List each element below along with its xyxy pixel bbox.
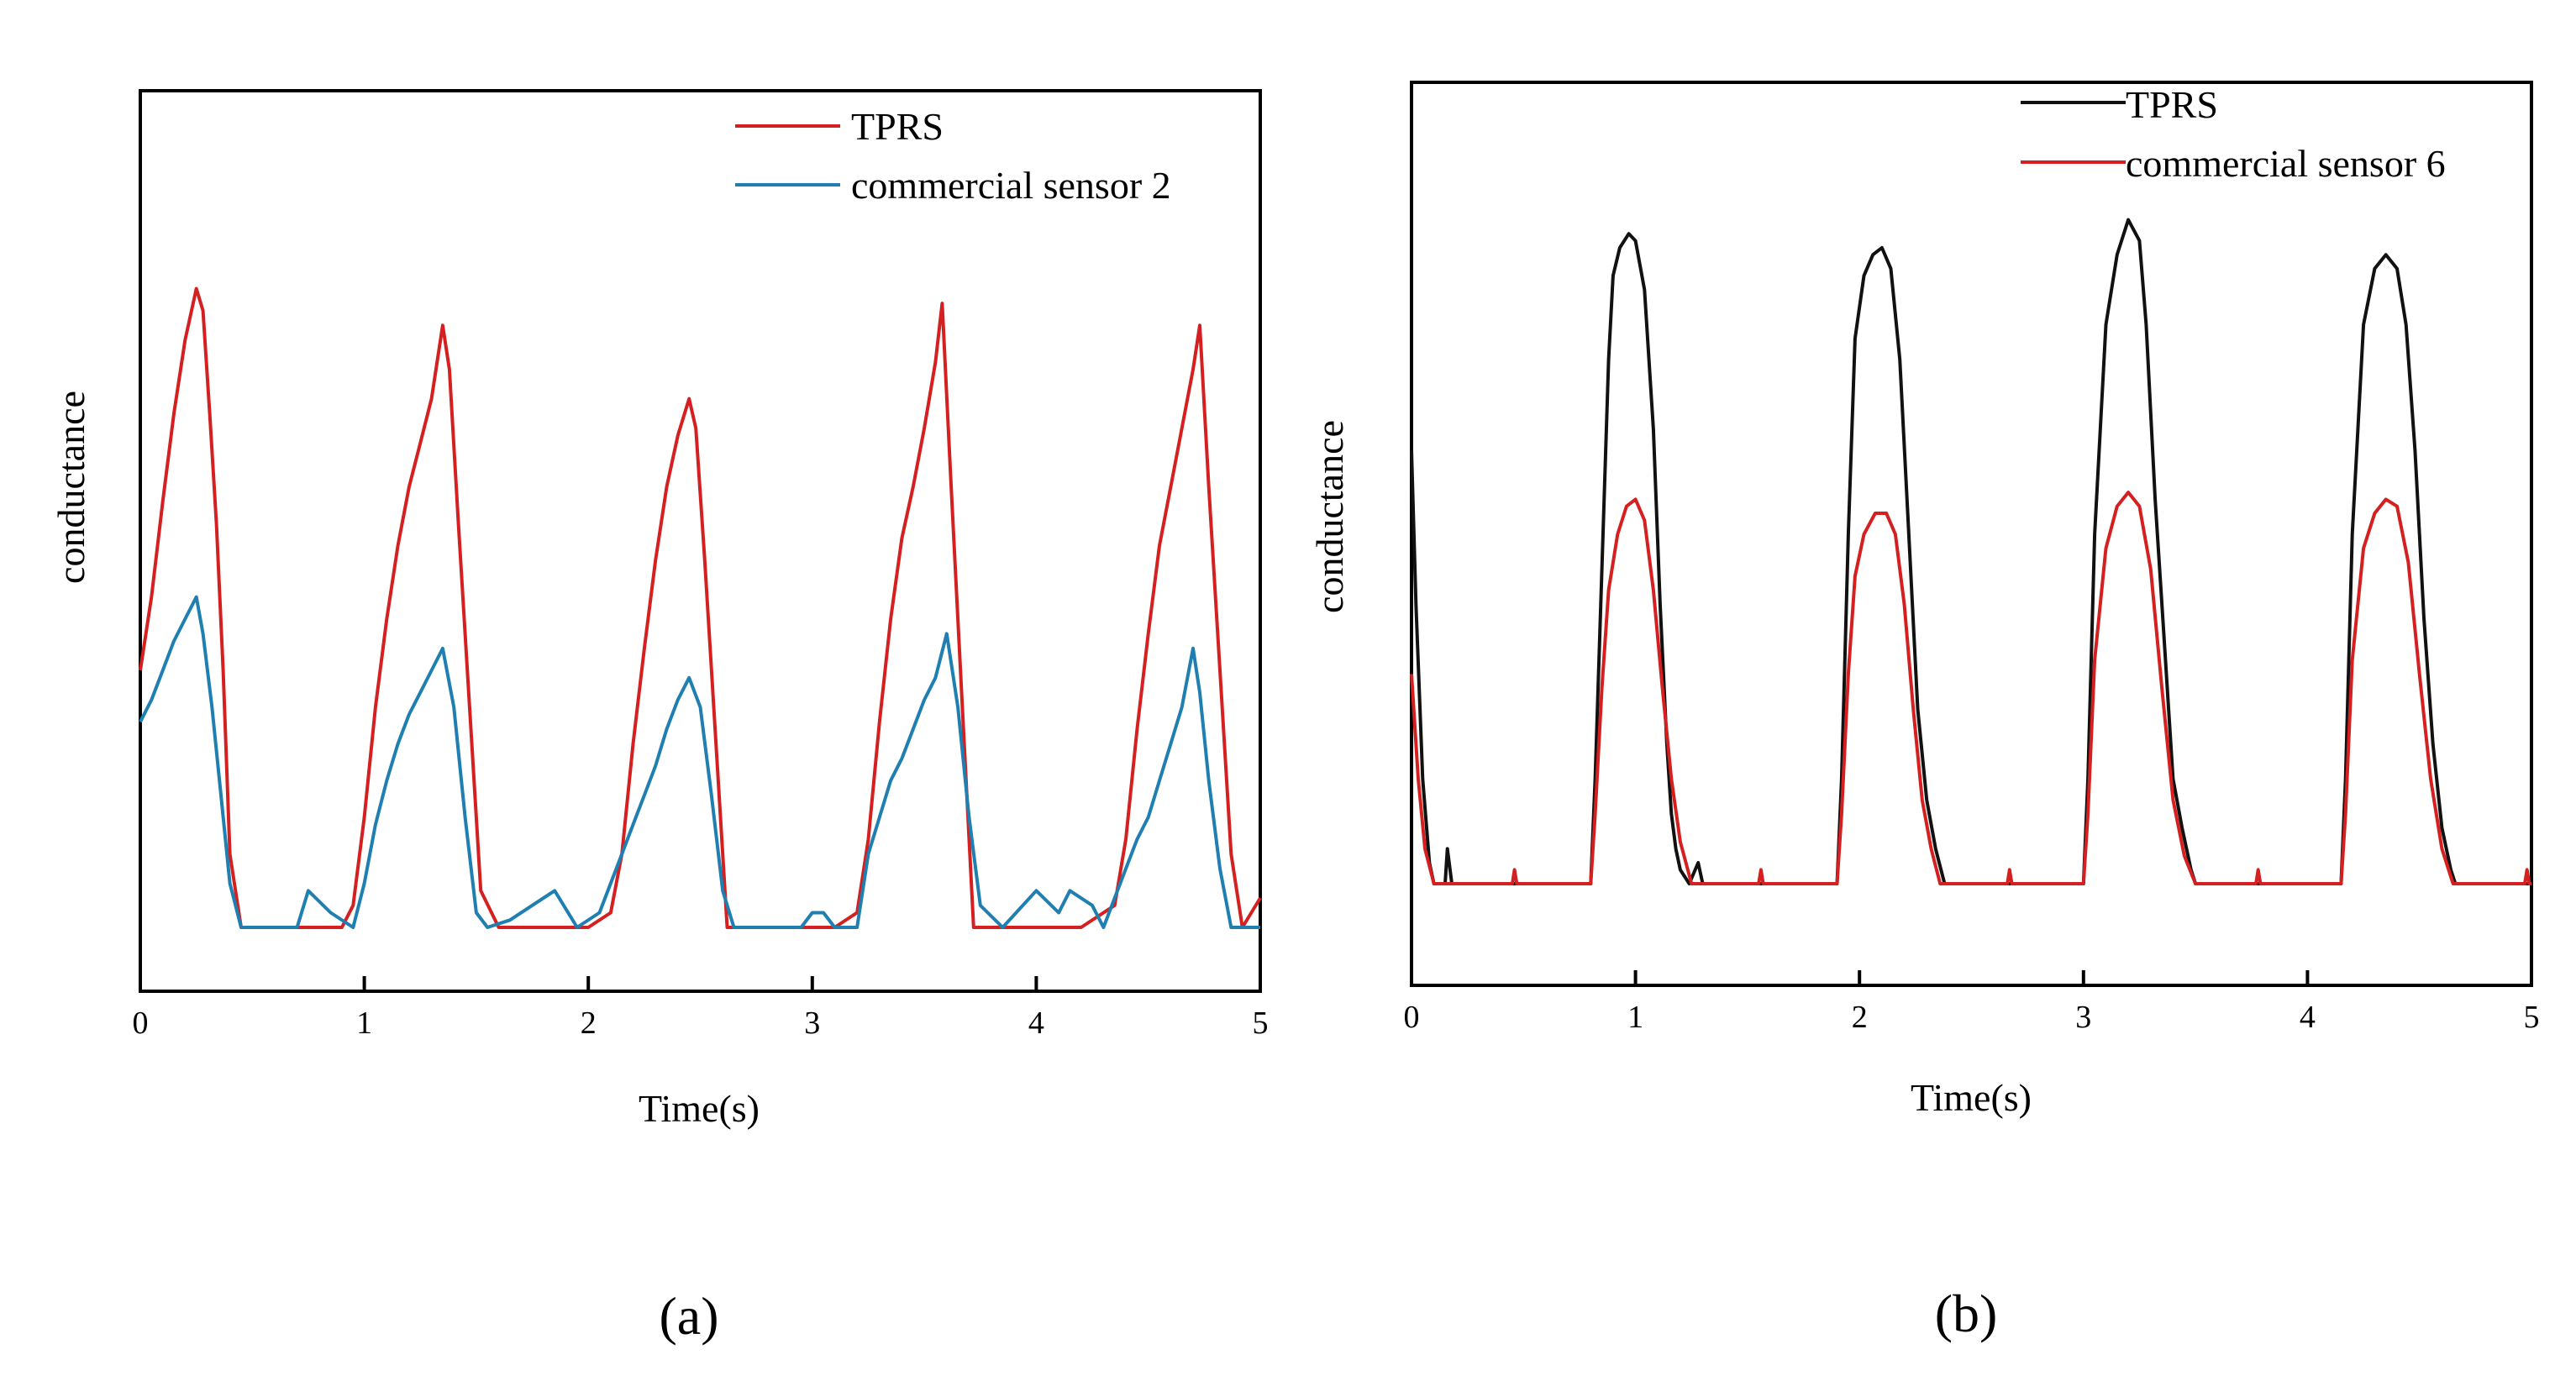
panel-a-plot-frame [139,89,1262,993]
x-tick-label-0: 0 [1404,1000,1420,1035]
panel-b: 0 1 2 3 4 5 TPRS commercial sensor 6 conducta… [1308,81,2540,1343]
x-tick-label-1: 1 [356,1006,372,1041]
x-tick-label-1: 1 [1627,1000,1643,1035]
series-line-commercial-sensor-2 [139,595,1260,929]
x-tick-label-4: 4 [1028,1006,1044,1041]
panel-b-plot-frame [1410,81,2533,987]
panel-b-x-axis-label: Time(s) [1911,1076,2032,1119]
panel-a-label: (a) [659,1286,718,1346]
panel-a-x-axis-label: Time(s) [639,1087,760,1130]
x-tick-label-5: 5 [1253,1006,1269,1041]
panel-a-y-axis-label: conductance [50,391,92,584]
x-tick-label-4: 4 [2300,1000,2316,1035]
panel-b-x-ticks: 0 1 2 3 4 5 [1404,970,2540,1035]
panel-b-legend: TPRS commercial sensor 6 [2021,83,2446,185]
x-tick-label-0: 0 [133,1006,149,1041]
legend-label-commercial-sensor-6: commercial sensor 6 [2126,142,2446,185]
series-line-tprs [139,286,1262,929]
panel-a: 0 1 2 3 4 5 TPRS commercial sensor 2 conducta… [50,89,1269,1346]
series-line-commercial-sensor-6 [1410,491,2531,885]
x-tick-label-3: 3 [2075,1000,2091,1035]
series-line-tprs [1410,218,2531,885]
panel-a-series [139,286,1262,929]
panel-b-label: (b) [1935,1284,1998,1343]
legend-label-tprs: TPRS [851,105,944,148]
x-tick-label-2: 2 [1852,1000,1868,1035]
panel-a-legend: TPRS commercial sensor 2 [735,105,1171,207]
panel-a-x-ticks: 0 1 2 3 4 5 [133,976,1269,1041]
x-tick-label-5: 5 [2524,1000,2540,1035]
panel-b-y-axis-label: conductance [1308,420,1351,613]
panel-b-series [1410,218,2531,885]
x-tick-label-2: 2 [581,1006,597,1041]
legend-label-commercial-sensor-2: commercial sensor 2 [851,164,1171,207]
legend-label-tprs-b: TPRS [2126,83,2218,126]
x-tick-label-3: 3 [804,1006,820,1041]
